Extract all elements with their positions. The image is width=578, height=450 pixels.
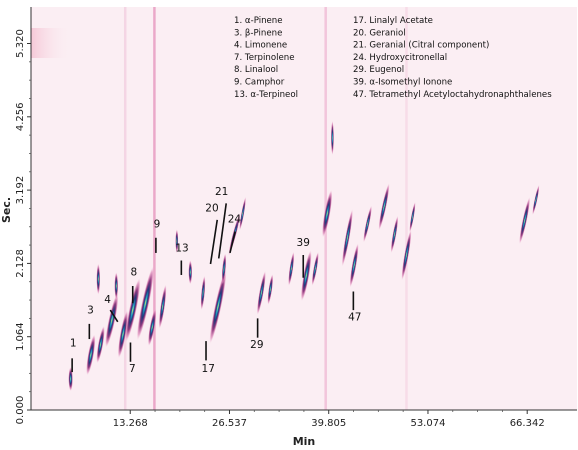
- legend-entry-left-0: 1. α-Pinene: [234, 16, 283, 26]
- legend-entry-left-1: 3. β-Pinene: [234, 28, 282, 38]
- legend-right-column: 17. Linalyl Acetate 20. Geraniol 21. Geran…: [353, 16, 552, 100]
- peak-spot-14: [209, 269, 227, 344]
- peak-spot-29: [390, 215, 399, 253]
- peak-spot-31: [409, 201, 416, 233]
- peak-label-47: 47: [348, 311, 361, 323]
- peak-spot-18: [256, 270, 266, 315]
- peak-spot-19: [267, 274, 274, 305]
- peak-label-29: 29: [250, 339, 263, 351]
- peak-label-21: 21: [215, 186, 228, 198]
- peak-leader-24: [229, 231, 236, 254]
- peak-spot-21: [300, 250, 312, 302]
- peak-label-20: 20: [205, 203, 218, 215]
- x-axis-title: Min: [293, 435, 316, 448]
- peak-label-13: 13: [175, 243, 188, 255]
- peak-spot-8: [136, 266, 155, 341]
- legend-entry-right-3: 24. Hydroxycitronellal: [353, 53, 447, 63]
- peak-label-17: 17: [202, 363, 215, 375]
- peak-spot-5: [114, 272, 119, 300]
- peak-spot-9: [147, 308, 157, 346]
- peak-label-4: 4: [104, 294, 111, 306]
- peak-label-39: 39: [297, 237, 310, 249]
- y-tick-label-5: 5.320: [15, 29, 26, 58]
- peak-spot-4: [105, 293, 119, 348]
- peak-leader-4: [109, 309, 119, 323]
- peak-spot-0: [68, 366, 73, 392]
- y-tick-label-2: 2.128: [15, 249, 26, 278]
- peak-label-8: 8: [130, 267, 137, 279]
- legend-entry-right-4: 29. Eugenol: [353, 65, 404, 75]
- peak-spot-20: [288, 251, 295, 286]
- peak-label-3: 3: [87, 305, 94, 317]
- peak-label-9: 9: [154, 218, 161, 230]
- y-tick-label-1: 1.064: [15, 322, 26, 351]
- legend-entry-left-2: 4. Limonene: [234, 41, 287, 51]
- peak-spot-17: [239, 196, 247, 231]
- x-tick-label-0: 13.268: [113, 418, 148, 429]
- peak-spot-7: [124, 278, 141, 343]
- legend-entry-left-6: 13. α-Terpineol: [234, 90, 298, 100]
- peak-spot-32: [519, 196, 531, 245]
- peak-leader-21: [217, 203, 228, 259]
- x-tick-label-1: 26.537: [212, 418, 247, 429]
- peak-spot-13: [200, 275, 206, 311]
- peak-spot-3: [96, 263, 101, 295]
- peak-spot-22: [311, 251, 319, 286]
- peak-spot-11: [175, 229, 179, 254]
- peak-spot-28: [378, 183, 390, 231]
- peak-leader-20: [209, 219, 219, 265]
- legend-entry-left-5: 9. Camphor: [234, 78, 285, 88]
- legend-entry-right-6: 47. Tetramethyl Acetyloctahydronaphthale…: [353, 90, 552, 100]
- legend-entry-left-4: 8. Linalool: [234, 65, 278, 75]
- legend-entry-right-5: 39. α-Isomethyl Ionone: [353, 78, 452, 88]
- x-tick-label-3: 53.074: [410, 418, 445, 429]
- legend-entry-right-2: 21. Geranial (Citral component): [353, 41, 489, 51]
- x-tick-label-2: 39.805: [311, 418, 346, 429]
- y-axis-title: Sec.: [0, 197, 13, 223]
- legend-entry-right-1: 20. Geraniol: [353, 28, 406, 38]
- peak-spot-23: [322, 189, 333, 238]
- peak-spot-26: [349, 243, 359, 288]
- peak-spot-1: [86, 334, 96, 376]
- peak-spot-24: [330, 120, 334, 156]
- peak-spot-2: [96, 325, 105, 364]
- legend-entry-left-3: 7. Terpinolene: [234, 53, 295, 63]
- y-tick-label-3: 3.192: [15, 176, 26, 205]
- y-tick-label-0: 0.000: [15, 396, 26, 425]
- x-tick-label-4: 66.342: [510, 418, 545, 429]
- peak-spot-12: [188, 260, 193, 285]
- solvent-band: [31, 28, 71, 58]
- y-tick-label-4: 4.256: [15, 102, 26, 131]
- plot-background: [31, 7, 577, 410]
- peak-spot-30: [401, 229, 412, 281]
- peak-label-7: 7: [129, 363, 136, 375]
- legend-left-column: 1. α-Pinene 3. β-Pinene 4. Limonene 7. Terp…: [234, 16, 298, 100]
- peak-spot-15: [221, 253, 227, 285]
- peak-label-1: 1: [70, 338, 77, 350]
- peak-spot-6: [117, 310, 129, 358]
- peak-spot-25: [341, 208, 353, 267]
- peak-spot-10: [158, 284, 167, 329]
- peak-label-24: 24: [228, 214, 242, 226]
- peak-spot-27: [363, 205, 372, 243]
- legend-entry-right-0: 17. Linalyl Acetate: [353, 16, 433, 26]
- peak-spot-33: [532, 184, 540, 216]
